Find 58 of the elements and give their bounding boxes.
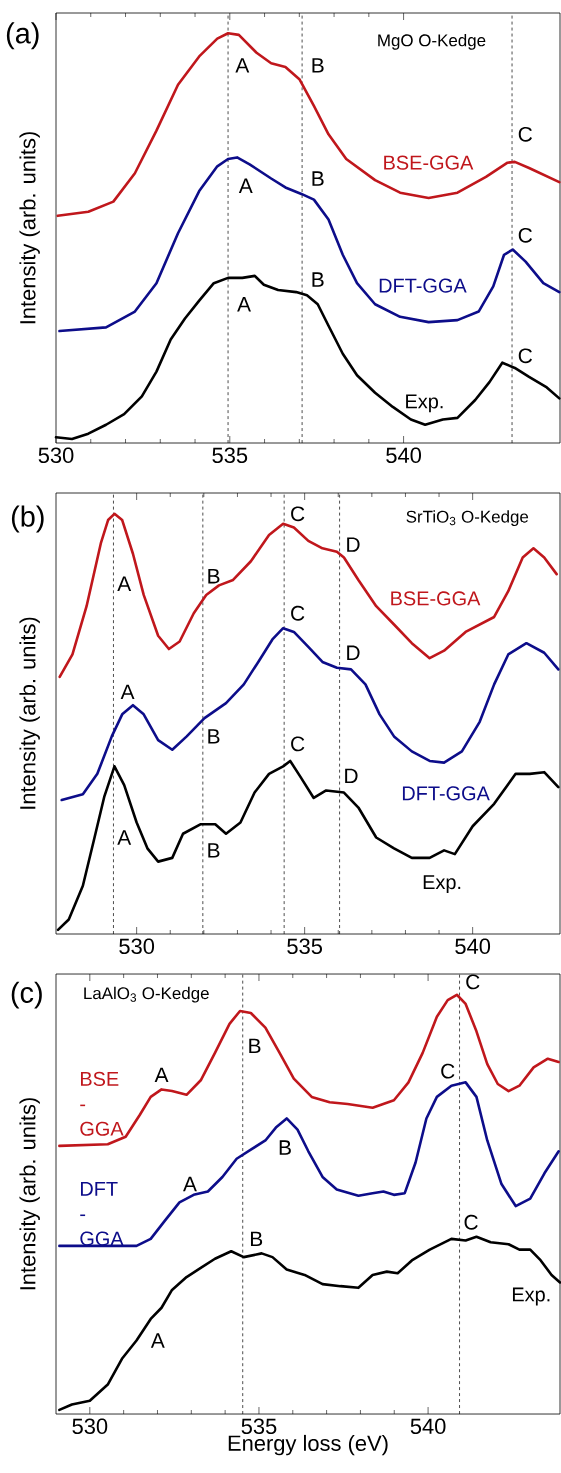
annotation: C [518, 348, 532, 364]
annotation: C [291, 736, 305, 752]
x-tick-label: 535 [241, 1418, 277, 1435]
series-label: DFT -GGA [80, 1181, 124, 1246]
series-label: Exp. [512, 1287, 550, 1306]
annotation: A [154, 1067, 169, 1083]
chart-title: SrTiO$_{3}$ O-Kedge [406, 510, 529, 527]
x-tick-label: 535 [212, 447, 248, 464]
x-tick-label: 535 [287, 938, 322, 955]
annotation: B [312, 58, 324, 73]
chart-title: MgO O-Kedge [378, 33, 486, 50]
annotation: C [441, 1063, 455, 1079]
annotation: C [518, 227, 532, 243]
annotation: D [345, 768, 358, 784]
annotation: B [249, 1038, 261, 1054]
annotation: C [291, 605, 305, 621]
text: (c) [11, 981, 42, 1009]
annotation: A [183, 1176, 197, 1192]
series-label: BSE-GGA [384, 155, 474, 170]
x-axis-title: Energy loss (eV) [228, 1434, 388, 1456]
text: (b) [11, 505, 44, 533]
annotation: A [238, 178, 253, 194]
series-label: Exp. [406, 394, 443, 413]
annotation: B [250, 1231, 263, 1247]
series-label: BSE-GGA [391, 591, 481, 606]
annotation: A [120, 684, 135, 700]
series-label: DFT-GGA [379, 278, 467, 293]
annotation: C [518, 126, 532, 142]
text: C [466, 974, 480, 990]
y-axis-title: Intensity (arb. units) [19, 132, 40, 324]
annotation: A [117, 830, 132, 845]
annotation: B [208, 843, 220, 858]
series-label: DFT-GGA [402, 786, 490, 801]
annotation: C [464, 1214, 478, 1230]
annotation: A [117, 576, 132, 591]
x-tick-label: 530 [119, 938, 155, 955]
series-label: BSE -GGA [80, 1071, 124, 1136]
chart-title: LaAlO$_{3}$ O-Kedge [84, 986, 209, 1003]
annotation: B [208, 569, 220, 584]
annotation: D [347, 537, 360, 552]
text: (a) [6, 22, 39, 50]
x-tick-label: 530 [38, 447, 74, 464]
annotation: A [235, 58, 250, 73]
annotation: B [208, 729, 220, 744]
annotation: B [279, 1140, 291, 1155]
annotation: D [347, 645, 360, 660]
series-label: Exp. [423, 875, 461, 894]
annotation: B [312, 171, 324, 186]
annotation: A [150, 1333, 165, 1348]
annotation: A [237, 297, 251, 312]
x-tick-label: 530 [72, 1418, 108, 1435]
x-tick-label: 540 [386, 447, 422, 464]
x-tick-label: 540 [455, 938, 491, 955]
y-axis-title: Intensity (arb. units) [19, 617, 40, 809]
x-tick-label: 540 [410, 1418, 446, 1435]
annotation: B [312, 272, 324, 287]
y-axis-title: Intensity (arb. units) [19, 1098, 40, 1290]
annotation: C [291, 506, 305, 522]
